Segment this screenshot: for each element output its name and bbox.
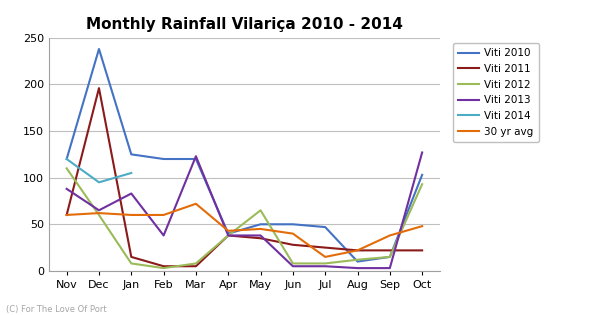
Viti 2012 <box>289 261 296 265</box>
Viti 2011 <box>95 86 103 90</box>
Viti 2013 <box>128 192 135 195</box>
Title: Monthly Rainfall Vilariça 2010 - 2014: Monthly Rainfall Vilariça 2010 - 2014 <box>86 17 403 32</box>
30 yr avg <box>419 224 426 228</box>
30 yr avg <box>354 249 361 252</box>
Viti 2010 <box>95 47 103 51</box>
Viti 2013 <box>321 264 329 268</box>
Viti 2014 <box>128 171 135 175</box>
Viti 2012 <box>128 261 135 265</box>
Viti 2013 <box>225 234 232 238</box>
Viti 2012 <box>95 213 103 217</box>
Viti 2011 <box>160 264 167 268</box>
Viti 2011 <box>354 249 361 252</box>
Viti 2014 <box>95 180 103 184</box>
Viti 2011 <box>225 234 232 238</box>
30 yr avg <box>321 255 329 259</box>
Viti 2012 <box>257 209 264 212</box>
30 yr avg <box>257 227 264 231</box>
Viti 2012 <box>225 234 232 238</box>
Viti 2011 <box>386 249 393 252</box>
Viti 2013 <box>192 154 200 158</box>
Viti 2012 <box>354 258 361 261</box>
Viti 2013 <box>257 234 264 238</box>
30 yr avg <box>128 213 135 217</box>
Viti 2014 <box>63 157 70 161</box>
30 yr avg <box>160 213 167 217</box>
Viti 2012 <box>419 182 426 186</box>
Viti 2010 <box>386 255 393 259</box>
Viti 2011 <box>63 213 70 217</box>
Text: (C) For The Love Of Port: (C) For The Love Of Port <box>6 305 107 314</box>
Viti 2011 <box>419 249 426 252</box>
Viti 2010 <box>321 225 329 229</box>
Viti 2010 <box>289 222 296 226</box>
30 yr avg <box>289 232 296 236</box>
Line: Viti 2013: Viti 2013 <box>67 152 422 268</box>
Viti 2012 <box>63 166 70 170</box>
Viti 2013 <box>95 209 103 212</box>
Viti 2012 <box>160 266 167 270</box>
Viti 2013 <box>289 264 296 268</box>
Viti 2010 <box>354 260 361 263</box>
Viti 2010 <box>225 232 232 236</box>
Viti 2010 <box>63 157 70 161</box>
Viti 2010 <box>128 152 135 156</box>
30 yr avg <box>63 213 70 217</box>
Viti 2010 <box>419 173 426 177</box>
Line: Viti 2012: Viti 2012 <box>67 168 422 268</box>
Viti 2010 <box>257 222 264 226</box>
Line: Viti 2011: Viti 2011 <box>67 88 422 266</box>
Line: 30 yr avg: 30 yr avg <box>67 204 422 257</box>
Viti 2013 <box>63 187 70 191</box>
Legend: Viti 2010, Viti 2011, Viti 2012, Viti 2013, Viti 2014, 30 yr avg: Viti 2010, Viti 2011, Viti 2012, Viti 20… <box>453 43 539 142</box>
Viti 2012 <box>192 261 200 265</box>
30 yr avg <box>192 202 200 206</box>
Viti 2010 <box>160 157 167 161</box>
30 yr avg <box>386 234 393 238</box>
30 yr avg <box>225 229 232 233</box>
30 yr avg <box>95 211 103 215</box>
Viti 2013 <box>419 151 426 154</box>
Viti 2012 <box>386 255 393 259</box>
Viti 2011 <box>192 264 200 268</box>
Viti 2011 <box>128 255 135 259</box>
Viti 2012 <box>321 261 329 265</box>
Viti 2011 <box>289 243 296 247</box>
Line: Viti 2010: Viti 2010 <box>67 49 422 261</box>
Viti 2011 <box>257 236 264 240</box>
Line: Viti 2014: Viti 2014 <box>67 159 131 182</box>
Viti 2013 <box>160 234 167 238</box>
Viti 2013 <box>386 266 393 270</box>
Viti 2013 <box>354 266 361 270</box>
Viti 2010 <box>192 157 200 161</box>
Viti 2011 <box>321 246 329 249</box>
